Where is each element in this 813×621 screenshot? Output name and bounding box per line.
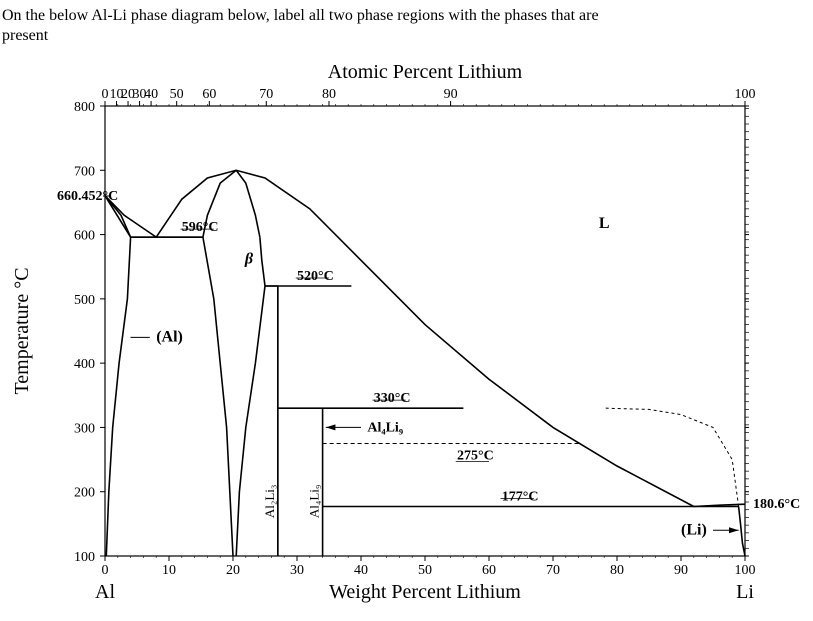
svg-text:100: 100 — [735, 87, 756, 102]
svg-text:Atomic Percent Lithium: Atomic Percent Lithium — [328, 61, 523, 83]
svg-text:(Al): (Al) — [156, 328, 183, 345]
svg-text:596°C: 596°C — [182, 220, 219, 235]
svg-text:Al₄Li₉: Al₄Li₉ — [367, 420, 403, 435]
svg-text:L: L — [599, 215, 610, 232]
svg-text:700: 700 — [74, 164, 95, 179]
svg-text:400: 400 — [74, 357, 95, 372]
svg-text:Al: Al — [95, 581, 115, 603]
question-line2: present — [2, 27, 48, 44]
question-text: On the below Al-Li phase diagram below, … — [0, 0, 813, 46]
svg-text:90: 90 — [444, 87, 458, 102]
svg-text:50: 50 — [418, 563, 432, 578]
svg-text:Temperature °C: Temperature °C — [11, 267, 33, 394]
svg-text:β: β — [244, 251, 254, 268]
question-line1: On the below Al-Li phase diagram below, … — [2, 7, 599, 24]
svg-text:Weight Percent Lithium: Weight Percent Lithium — [329, 581, 521, 603]
svg-text:60: 60 — [202, 87, 216, 102]
svg-text:10: 10 — [162, 563, 176, 578]
svg-text:70: 70 — [546, 563, 560, 578]
svg-text:0: 0 — [102, 87, 109, 102]
svg-text:800: 800 — [74, 100, 95, 115]
svg-text:Al₄Li₉: Al₄Li₉ — [307, 485, 322, 519]
phase-diagram: 0102030405060708090100010203040506070809… — [0, 46, 813, 616]
svg-text:200: 200 — [74, 486, 95, 501]
svg-text:70: 70 — [259, 87, 273, 102]
svg-text:177°C: 177°C — [502, 490, 539, 505]
svg-text:600: 600 — [74, 229, 95, 244]
svg-text:300: 300 — [74, 421, 95, 436]
svg-text:Li: Li — [736, 581, 754, 603]
svg-text:180.6°C: 180.6°C — [753, 497, 800, 512]
svg-text:330°C: 330°C — [374, 391, 411, 406]
svg-text:80: 80 — [322, 87, 336, 102]
svg-text:80: 80 — [610, 563, 624, 578]
svg-text:20: 20 — [226, 563, 240, 578]
svg-text:40: 40 — [144, 87, 158, 102]
svg-text:90: 90 — [674, 563, 688, 578]
svg-text:100: 100 — [74, 550, 95, 565]
svg-text:520°C: 520°C — [297, 269, 334, 284]
svg-text:40: 40 — [354, 563, 368, 578]
phase-diagram-svg: 0102030405060708090100010203040506070809… — [0, 46, 813, 616]
svg-text:Al₂Li₃: Al₂Li₃ — [262, 485, 277, 519]
svg-text:500: 500 — [74, 293, 95, 308]
svg-text:50: 50 — [170, 87, 184, 102]
svg-text:60: 60 — [482, 563, 496, 578]
svg-text:0: 0 — [102, 563, 109, 578]
label-660: 660.452°C — [57, 189, 118, 204]
svg-text:100: 100 — [735, 563, 756, 578]
svg-text:(Li): (Li) — [681, 521, 707, 538]
svg-text:30: 30 — [290, 563, 304, 578]
